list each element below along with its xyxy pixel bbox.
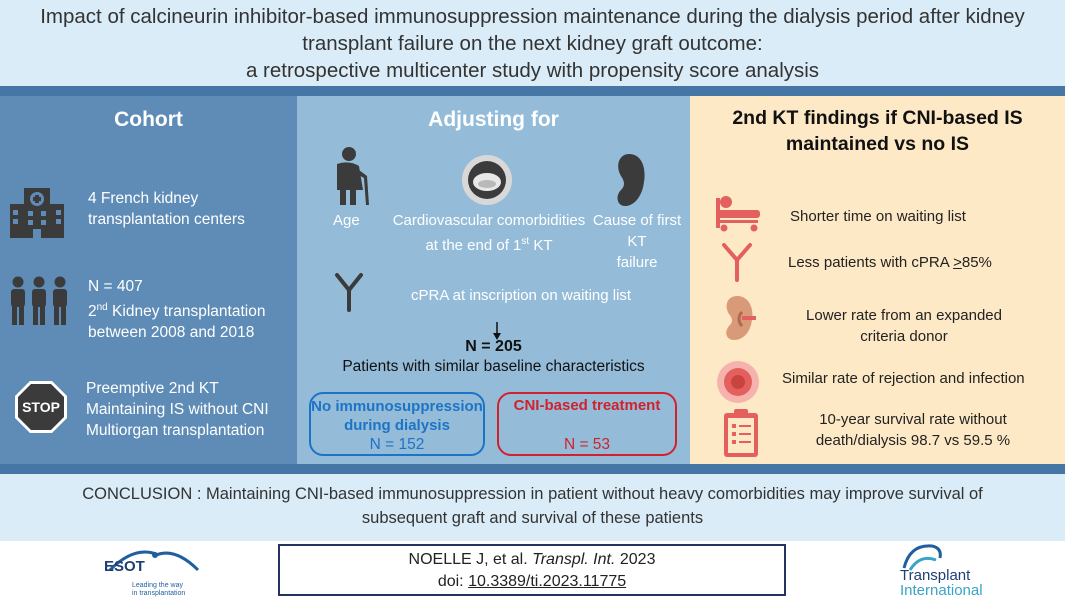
stop-sign-icon: STOP (15, 381, 67, 433)
similar-characteristics: Patients with similar baseline character… (342, 358, 645, 375)
finding-cpra: Less patients with cPRA >85% (788, 254, 992, 271)
citation-doi: doi: 10.3389/ti.2023.11775 (437, 573, 627, 590)
clipboard-icon (724, 409, 758, 457)
cohort-title: Cohort (114, 108, 183, 131)
ti-name: Transplant International (900, 567, 983, 599)
finding-rejection-infection: Similar rate of rejection and infection (782, 370, 1025, 387)
conclusion: CONCLUSION : Maintaining CNI-based immun… (0, 474, 1065, 541)
title-line-3: a retrospective multicenter study with p… (245, 59, 820, 82)
finding-survival: 10-year survival rate without death/dial… (815, 411, 1011, 449)
finding-waiting-list: Shorter time on waiting list (790, 208, 966, 225)
group2-n: N = 53 (563, 436, 611, 453)
age-label: Age (333, 212, 360, 229)
elderly-person-icon (337, 147, 369, 205)
conclusion-line-1: CONCLUSION : Maintaining CNI-based immun… (82, 485, 983, 503)
first-kt-failure-label: Cause of first KT failure (592, 212, 682, 271)
hospital-bed-icon (716, 196, 760, 232)
header: Impact of calcineurin inhibitor-based im… (0, 0, 1065, 86)
adjusting-panel: Adjusting for Age Cardiovascular comorbi… (297, 96, 690, 464)
esot-logo: ESOT Leading the way in transplantation (100, 538, 210, 598)
findings-panel: 2nd KT findings if CNI-based IS maintain… (690, 96, 1065, 464)
total-n: N = 205 (465, 338, 522, 355)
cpra-label: cPRA at inscription on waiting list (411, 287, 632, 304)
antibody-icon (335, 273, 363, 312)
cohort-size-text: N = 407 2nd Kidney transplantation betwe… (88, 278, 266, 342)
donor-kidney-icon (726, 296, 756, 340)
findings-title: 2nd KT findings if CNI-based IS maintain… (732, 107, 1023, 155)
group1-n: N = 152 (369, 436, 425, 453)
antibody-red-icon (722, 243, 752, 282)
cardiovascular-icon (462, 155, 512, 205)
patients-group-icon (11, 276, 67, 325)
infection-cell-icon (717, 361, 759, 403)
hospital-icon (10, 188, 64, 238)
title-line-2: transplant failure on the next kidney gr… (302, 32, 763, 55)
stop-sign-label: STOP (22, 399, 60, 415)
esot-hands-icon (108, 550, 200, 572)
centers-text: 4 French kidney transplantation centers (88, 190, 245, 228)
group2-title: CNI-based treatment (513, 397, 661, 414)
kidney-icon (617, 154, 645, 206)
bottom-divider-bar (0, 464, 1065, 474)
citation-box: NOELLE J, et al. Transpl. Int. 2023 doi:… (278, 544, 786, 596)
group-no-immunosuppression: No immunosuppression during dialysis N =… (309, 392, 485, 456)
title-line-1: Impact of calcineurin inhibitor-based im… (40, 5, 1025, 28)
finding-expanded-donor: Lower rate from an expanded criteria don… (806, 307, 1002, 345)
cardiovascular-label: Cardiovascular comorbidities at the end … (392, 212, 586, 254)
ti-swirl-icon (902, 544, 942, 571)
transplant-international-logo: Transplant International (896, 540, 1026, 598)
group-cni-based: CNI-based treatment N = 53 (497, 392, 677, 456)
cohort-panel: Cohort 4 French kidney transplantation c… (0, 96, 297, 464)
esot-tagline: Leading the way in transplantation (132, 582, 186, 597)
down-arrow-icon (493, 322, 501, 340)
adjusting-title: Adjusting for (428, 108, 559, 131)
citation-reference: NOELLE J, et al. Transpl. Int. 2023 (408, 551, 656, 568)
conclusion-line-2: subsequent graft and survival of these p… (361, 509, 704, 527)
doi-link[interactable]: 10.3389/ti.2023.11775 (468, 573, 627, 590)
exclusion-criteria: Preemptive 2nd KT Maintaining IS without… (86, 380, 269, 439)
esot-name: ESOT (104, 558, 145, 575)
top-divider-bar (0, 86, 1065, 96)
